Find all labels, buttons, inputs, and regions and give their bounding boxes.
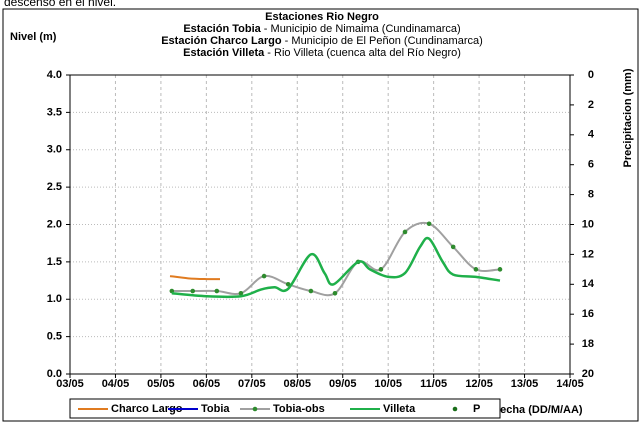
- y2-tick-label: 10: [582, 218, 594, 230]
- subtitle: Estación Charco Largo - Municipio de El …: [161, 35, 483, 47]
- x-tick-label: 06/05: [193, 378, 221, 390]
- y-tick-label: 1.5: [47, 256, 62, 268]
- series-marker: [450, 244, 456, 250]
- x-tick-label: 04/05: [102, 378, 130, 390]
- x-tick-label: 14/05: [556, 378, 584, 390]
- y-tick-label: 2.5: [47, 181, 62, 193]
- series-marker: [332, 290, 338, 296]
- x-tick-label: 05/05: [147, 378, 175, 390]
- x-tick-label: 03/05: [56, 378, 84, 390]
- y2-tick-label: 2: [588, 99, 594, 111]
- legend-marker: [452, 406, 458, 412]
- y-tick-label: 0.0: [47, 368, 62, 380]
- x-tick-label: 13/05: [511, 378, 539, 390]
- y2-tick-label: 8: [588, 189, 594, 201]
- y2-tick-label: 16: [582, 308, 594, 320]
- legend-label: Tobia-obs: [273, 403, 325, 415]
- subtitle: Estación Tobia - Municipio de Nimaima (C…: [183, 23, 460, 35]
- y2-tick-label: 14: [582, 278, 595, 290]
- subtitle-text: - Rio Villeta (cuenca alta del Río Negro…: [264, 47, 461, 59]
- subtitle-text: - Municipio de El Peñon (Cundinamarca): [282, 35, 483, 47]
- x-tick-label: 09/05: [329, 378, 357, 390]
- series-line: [169, 275, 221, 281]
- x-tick-label: 08/05: [284, 378, 312, 390]
- series-marker: [473, 267, 479, 272]
- x-axis-label: Fecha (DD/M/AA): [493, 404, 583, 416]
- legend-label: Villeta: [383, 403, 416, 415]
- series-marker: [261, 273, 267, 279]
- legend-box: [69, 398, 501, 419]
- subtitle: Estación Villeta - Rio Villeta (cuenca a…: [183, 47, 461, 59]
- legend-label: Tobia: [201, 403, 230, 415]
- series-marker: [426, 221, 432, 227]
- x-tick-label: 07/05: [238, 378, 266, 390]
- subtitle-bold: Estación Villeta: [183, 47, 265, 59]
- series-marker: [497, 267, 503, 272]
- y2-axis-label: Precipitacion (mm): [622, 68, 634, 167]
- series-marker: [378, 267, 384, 272]
- y-tick-label: 3.0: [47, 144, 62, 156]
- chart-title: Estaciones Rio Negro: [265, 11, 379, 23]
- x-tick-label: 12/05: [465, 378, 493, 390]
- plot-area: [69, 74, 571, 375]
- y-tick-label: 2.0: [47, 218, 62, 230]
- x-tick-label: 11/05: [420, 378, 447, 390]
- series-marker: [190, 288, 196, 294]
- y2-tick-label: 0: [588, 69, 594, 81]
- y2-tick-label: 6: [588, 159, 594, 171]
- y-tick-label: 1.0: [47, 293, 62, 305]
- legend-label: Charco Largo: [111, 403, 183, 415]
- y2-tick-label: 12: [582, 248, 594, 260]
- series-marker: [402, 229, 408, 235]
- y-axis-label: Nivel (m): [10, 31, 57, 43]
- series-marker: [214, 288, 220, 294]
- series-marker: [238, 290, 244, 296]
- series-marker: [308, 288, 314, 294]
- subtitle-bold: Estación Charco Largo: [161, 35, 282, 47]
- series-line: [171, 236, 501, 299]
- subtitle-bold: Estación Tobia: [183, 23, 261, 35]
- y-tick-label: 3.5: [47, 106, 62, 118]
- y-tick-label: 4.0: [47, 69, 62, 81]
- caption: descenso en el nivel.: [4, 0, 116, 9]
- subtitle-text: - Municipio de Nimaima (Cundinamarca): [261, 23, 461, 35]
- y2-tick-label: 4: [588, 129, 595, 141]
- y2-tick-label: 20: [582, 368, 594, 380]
- y2-tick-label: 18: [582, 338, 594, 350]
- y-tick-label: 0.5: [47, 331, 62, 343]
- frame: [2, 8, 639, 422]
- legend-label: P: [473, 403, 480, 415]
- x-tick-label: 10/05: [374, 378, 402, 390]
- legend-marker: [252, 406, 258, 412]
